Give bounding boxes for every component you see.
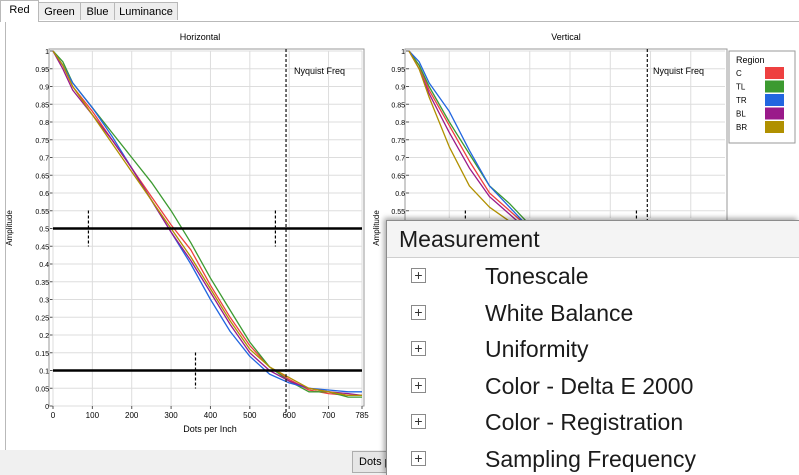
y-tick-label: 1 xyxy=(45,49,49,56)
legend-swatch-bl xyxy=(765,107,784,120)
series-line-br xyxy=(52,50,362,397)
x-tick-label: 600 xyxy=(282,411,296,420)
y-tick-label: 0.6 xyxy=(39,191,49,198)
legend-swatch-c xyxy=(765,67,784,79)
expand-icon[interactable]: + xyxy=(411,414,426,429)
y-tick-label: 0.95 xyxy=(391,67,405,74)
x-tick-label: 500 xyxy=(243,411,257,420)
measurement-item-tonescale[interactable]: + Tonescale xyxy=(387,258,799,295)
vertical-y-tick-labels: 0.55 0.6 0.65 0.7 0.75 0.8 0.85 0.9 0.95 1 xyxy=(391,49,405,216)
measurement-item-label: White Balance xyxy=(485,299,634,326)
expand-icon[interactable]: + xyxy=(411,341,426,356)
y-tick-label: 0.8 xyxy=(39,120,49,127)
horizontal-threshold-lines xyxy=(53,227,362,372)
legend-title: Region xyxy=(736,55,765,65)
horizontal-markers xyxy=(87,210,277,389)
y-tick-label: 0.55 xyxy=(35,209,49,216)
y-tick-label: 0.65 xyxy=(35,173,49,180)
y-tick-label: 0.9 xyxy=(39,85,49,92)
y-tick-label: 0.2 xyxy=(39,333,49,340)
measurement-item-uniformity[interactable]: + Uniformity xyxy=(387,331,799,368)
measurement-item-color-registration[interactable]: + Color - Registration xyxy=(387,404,799,441)
tab-blue[interactable]: Blue xyxy=(80,2,115,20)
legend-items: C TL TR BL BR xyxy=(736,67,784,133)
x-tick-label: 700 xyxy=(322,411,336,420)
y-tick-label: 0.95 xyxy=(35,67,49,74)
x-tick-label: 300 xyxy=(164,411,178,420)
tab-luminance[interactable]: Luminance xyxy=(114,2,178,20)
y-tick-label: 0.4 xyxy=(39,262,49,269)
vertical-grid xyxy=(406,50,725,218)
expand-icon[interactable]: + xyxy=(411,450,426,466)
x-tick-label: 100 xyxy=(86,411,100,420)
y-tick-label: 0.9 xyxy=(395,85,405,92)
vertical-y-axis-label: Amplitude xyxy=(372,210,381,246)
horizontal-nyquist-label: Nyquist Freq xyxy=(294,66,345,76)
expand-icon[interactable]: + xyxy=(411,377,426,393)
vertical-plot-area xyxy=(404,48,728,230)
y-tick-label: 1 xyxy=(401,49,405,56)
y-tick-label: 0.35 xyxy=(35,280,49,287)
series-line-c xyxy=(52,50,362,397)
y-tick-label: 0.1 xyxy=(39,369,49,376)
measurement-item-label: Color - Registration xyxy=(485,409,684,435)
y-tick-label: 0.85 xyxy=(35,102,49,109)
measurement-header: Measurement xyxy=(387,221,799,258)
expand-icon[interactable]: + xyxy=(411,304,426,320)
horizontal-series-lines xyxy=(52,50,363,398)
y-tick-label: 0.75 xyxy=(35,138,49,145)
y-tick-label: 0.45 xyxy=(35,244,49,251)
x-tick-label: 785 xyxy=(355,411,369,420)
horizontal-y-axis-label: Amplitude xyxy=(5,210,14,246)
y-tick-label: 0 xyxy=(45,404,49,411)
y-tick-label: 0.7 xyxy=(395,156,405,163)
measurement-item-label: Tonescale xyxy=(485,263,589,289)
tab-red[interactable]: Red xyxy=(0,0,39,22)
legend-swatch-tl xyxy=(765,80,784,93)
legend-label-bl: BL xyxy=(736,110,746,119)
vertical-chart-title: Vertical xyxy=(551,32,581,42)
y-tick-label: 0.7 xyxy=(39,156,49,163)
measurement-item-label: Sampling Frequency xyxy=(485,445,696,472)
horizontal-x-tick-labels: 0 100 200 300 400 500 600 700 785 xyxy=(51,411,369,420)
measurement-item-white-balance[interactable]: + White Balance xyxy=(387,295,799,332)
y-tick-label: 0.5 xyxy=(39,227,49,234)
expand-icon[interactable]: + xyxy=(411,268,426,283)
y-tick-label: 0.75 xyxy=(391,138,405,145)
legend-label-tr: TR xyxy=(736,96,747,105)
measurement-item-label: Color - Delta E 2000 xyxy=(485,372,694,399)
y-tick-label: 0.55 xyxy=(391,209,405,216)
legend-label-tl: TL xyxy=(736,83,746,92)
y-tick-label: 0.3 xyxy=(39,298,49,305)
legend-label-c: C xyxy=(736,69,742,78)
horizontal-x-axis-label: Dots per Inch xyxy=(183,424,237,434)
y-tick-label: 0.25 xyxy=(35,315,49,322)
measurement-item-color-delta-e[interactable]: + Color - Delta E 2000 xyxy=(387,368,799,405)
measurement-item-sampling-frequency[interactable]: + Sampling Frequency xyxy=(387,441,799,475)
x-tick-label: 400 xyxy=(204,411,218,420)
measurement-panel: Measurement + Tonescale + White Balance … xyxy=(386,220,799,475)
y-tick-label: 0.6 xyxy=(395,191,405,198)
y-tick-label: 0.65 xyxy=(391,173,405,180)
legend-swatch-br xyxy=(765,121,784,133)
horizontal-y-tick-labels: 0 0.05 0.1 0.15 0.2 0.25 0.3 0.35 0.4 0.45 0.5 0.55… xyxy=(35,49,49,411)
vertical-nyquist-label: Nyquist Freq xyxy=(653,66,704,76)
measurement-item-label: Uniformity xyxy=(485,336,589,362)
legend-swatch-tr xyxy=(765,94,784,106)
legend-label-br: BR xyxy=(736,123,747,132)
y-tick-label: 0.05 xyxy=(35,386,49,393)
y-tick-label: 0.85 xyxy=(391,102,405,109)
x-tick-label: 0 xyxy=(51,411,56,420)
horizontal-chart-title: Horizontal xyxy=(180,32,221,42)
x-tick-label: 200 xyxy=(125,411,139,420)
tab-green[interactable]: Green xyxy=(38,2,81,20)
y-tick-label: 0.8 xyxy=(395,120,405,127)
y-tick-label: 0.15 xyxy=(35,351,49,358)
